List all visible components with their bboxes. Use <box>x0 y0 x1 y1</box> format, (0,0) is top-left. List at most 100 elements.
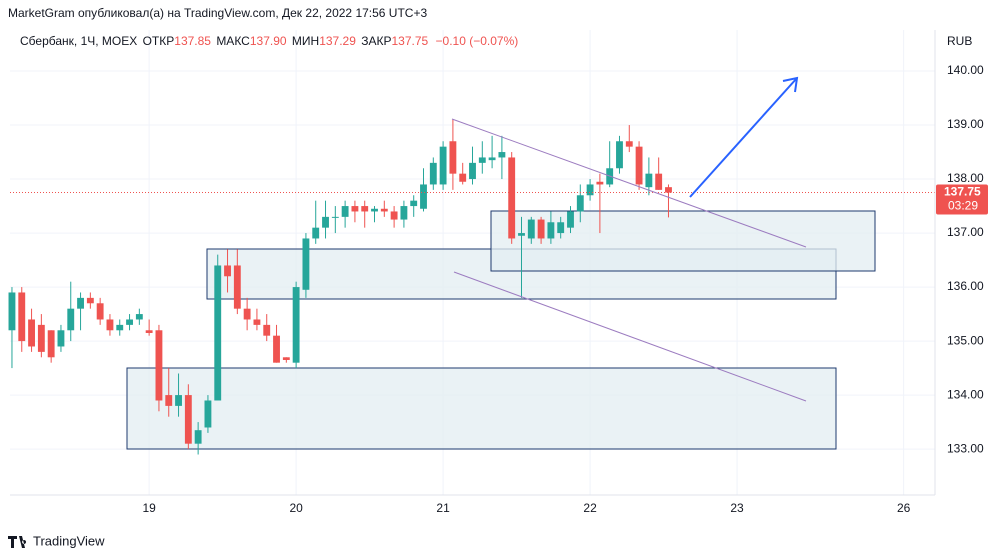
candle-body <box>371 208 378 212</box>
currency: RUB <box>947 34 972 48</box>
candle-body <box>508 157 516 239</box>
candle-body <box>635 146 643 185</box>
y-tick-label: 137.00 <box>947 225 984 239</box>
legend: Сбербанк, 1Ч, MOEX ОТКР137.85 МАКС137.90… <box>20 34 518 48</box>
candle-body <box>253 319 261 325</box>
candle-body <box>459 173 467 182</box>
axes: 133.00 134.00 135.00 136.00 137.00 138.00 139.… <box>142 63 988 515</box>
y-tick-label: 139.00 <box>947 117 984 131</box>
candle-body <box>155 330 163 401</box>
x-tick-label: 20 <box>289 501 303 515</box>
drawings <box>451 76 807 402</box>
x-tick-label: 23 <box>730 501 744 515</box>
candle-body <box>351 206 359 212</box>
candle-body <box>390 211 398 220</box>
candle-body <box>518 233 525 236</box>
candle-body <box>655 173 663 190</box>
candle-body <box>165 395 173 406</box>
candle-body <box>439 146 447 185</box>
candle-body <box>214 265 222 401</box>
candle-body <box>204 400 212 428</box>
candle-body <box>665 187 672 193</box>
y-tick-label: 140.00 <box>947 63 984 77</box>
candle-body <box>380 208 388 212</box>
candle-body <box>233 265 241 309</box>
legend-label: ЗАКР <box>361 34 391 48</box>
legend-value: 137.75 <box>391 34 428 48</box>
candle-body <box>57 330 65 347</box>
candle-body <box>77 297 84 309</box>
candle-body <box>341 206 349 217</box>
candle-body <box>282 357 290 360</box>
candle-body <box>645 173 653 188</box>
x-tick-label: 19 <box>142 501 156 515</box>
candle-body <box>567 211 574 228</box>
candle-body <box>67 308 75 331</box>
candle-body <box>537 219 545 239</box>
candle-body <box>420 184 427 209</box>
trend-line <box>451 118 807 248</box>
arrow-head <box>782 76 799 93</box>
candle-body <box>469 162 476 180</box>
price-tag-label: 137.75 <box>944 185 981 199</box>
trend-line <box>453 271 807 402</box>
candle-body <box>224 265 231 277</box>
logo <box>8 536 27 548</box>
y-tick-label: 135.00 <box>947 333 984 347</box>
candle-body <box>449 141 457 174</box>
candle-body <box>596 181 604 185</box>
candle-body <box>498 152 506 158</box>
x-tick-label: 21 <box>436 501 450 515</box>
y-tick-label: 136.00 <box>947 279 984 293</box>
candle-body <box>184 395 192 444</box>
legend-change: −0.10 (−0.07%) <box>436 34 519 48</box>
candle-body <box>126 319 133 325</box>
candle-body <box>625 141 633 147</box>
arrow <box>689 77 798 198</box>
candle-body <box>96 303 104 320</box>
candle-body <box>616 141 623 169</box>
candle-body <box>47 330 55 358</box>
candle-body <box>361 206 369 212</box>
zone <box>126 367 837 450</box>
candle-body <box>302 238 310 290</box>
x-tick-label: 22 <box>583 501 597 515</box>
header: MarketGram опубликовал(а) на TradingView… <box>8 6 427 20</box>
candles <box>8 119 935 455</box>
candle-body <box>557 222 565 234</box>
candle-body <box>292 287 300 363</box>
candle-body <box>37 324 45 352</box>
candle-body <box>18 292 26 342</box>
candle-body <box>116 324 124 331</box>
symbol: Сбербанк, 1Ч, MOEX <box>20 34 137 48</box>
zone <box>490 210 876 272</box>
legend-label: ОТКР <box>143 34 175 48</box>
x-tick-label: 26 <box>897 501 911 515</box>
legend-label: МИН <box>292 34 319 48</box>
candle-body <box>488 157 496 161</box>
candle-body <box>312 227 320 239</box>
brand: TradingView <box>33 533 105 548</box>
candle-body <box>429 162 437 185</box>
candle-body <box>194 430 202 444</box>
candle-body <box>263 324 271 336</box>
legend-value: 137.85 <box>174 34 211 48</box>
candle-body <box>410 200 418 207</box>
candle-body <box>8 292 16 331</box>
candle-body <box>28 319 35 347</box>
legend-label: МАКС <box>216 34 250 48</box>
legend-value: 137.90 <box>250 34 287 48</box>
candle-body <box>106 319 114 331</box>
candle-body <box>175 395 182 406</box>
y-tick-label: 138.00 <box>947 171 984 185</box>
candle-body <box>400 206 408 220</box>
y-tick-label: 133.00 <box>947 441 984 455</box>
candle-body <box>576 195 584 212</box>
candle-body <box>86 297 94 304</box>
candle-body <box>586 184 594 196</box>
candle-body <box>322 216 329 228</box>
candle-body <box>273 335 280 363</box>
candle-body <box>135 314 143 320</box>
